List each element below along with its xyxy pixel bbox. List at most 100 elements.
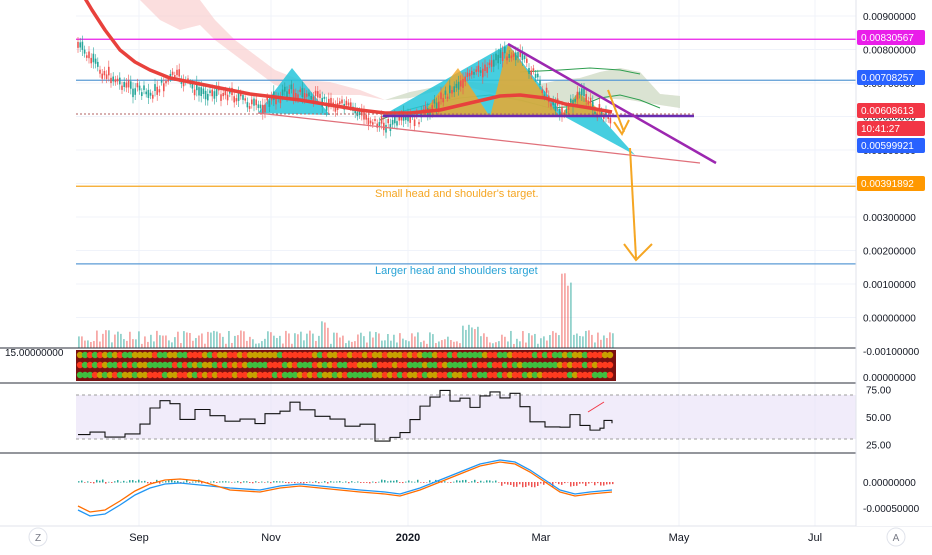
candle xyxy=(224,91,227,96)
volume-bar xyxy=(186,332,188,348)
macd-bar xyxy=(600,482,602,486)
time-axis[interactable]: Sep Nov 2020 Mar May Jul xyxy=(129,532,822,544)
strip-dot xyxy=(156,361,164,369)
price-label: 0.00599921 xyxy=(857,138,925,153)
price-label-text: 0.00608613 xyxy=(861,106,914,117)
strip-dot xyxy=(571,351,579,359)
volume-bar xyxy=(363,336,365,348)
rsi-band xyxy=(76,395,856,439)
macd-bar xyxy=(216,482,218,483)
macd-bar xyxy=(300,482,302,484)
strip-dot xyxy=(551,371,559,379)
strip-dot xyxy=(496,371,504,379)
volume-bar xyxy=(294,333,296,348)
macd-bar xyxy=(264,482,266,483)
strip-dot xyxy=(326,361,334,369)
macd-bar xyxy=(282,481,284,483)
candle xyxy=(281,89,284,96)
rsi-tick-label: 75.00 xyxy=(866,386,891,397)
macd-bar xyxy=(225,481,227,483)
macd-bar xyxy=(105,482,107,484)
volume-bar xyxy=(240,330,242,348)
strip-dot xyxy=(501,361,509,369)
candle xyxy=(288,89,290,94)
strip-dot xyxy=(256,371,264,379)
strip-dot xyxy=(381,351,389,359)
volume-bar xyxy=(153,341,155,348)
volume-bar xyxy=(600,339,602,348)
volume-bar xyxy=(504,336,506,348)
volume-bar xyxy=(333,332,335,348)
strip-dot xyxy=(436,361,444,369)
candle xyxy=(79,42,81,48)
strip-dot xyxy=(226,361,234,369)
candle xyxy=(523,55,526,59)
volume-bar xyxy=(612,333,614,348)
macd-bar xyxy=(348,482,350,484)
strip-dot xyxy=(501,371,509,379)
candle xyxy=(279,96,282,104)
macd-bar xyxy=(525,482,527,487)
strip-dot xyxy=(606,351,614,359)
candle xyxy=(178,69,180,77)
strip-dot xyxy=(346,361,354,369)
x-tick-label: May xyxy=(669,532,690,544)
strip-dot xyxy=(321,351,329,359)
strip-dot xyxy=(286,351,294,359)
strip-dot xyxy=(466,351,474,359)
candle xyxy=(552,100,554,106)
volume-bar xyxy=(273,335,275,348)
macd-bar xyxy=(291,482,293,483)
strip-dot xyxy=(231,371,239,379)
candle xyxy=(554,103,557,111)
volume-bar xyxy=(384,340,386,348)
candle xyxy=(209,90,211,94)
volume-bar xyxy=(510,330,512,348)
rsi-divergence-line xyxy=(587,401,605,413)
strip-dot xyxy=(231,361,239,369)
strip-dot xyxy=(76,351,84,359)
volume-bar xyxy=(564,273,566,348)
macd-bar xyxy=(240,482,242,484)
volume-bar xyxy=(561,273,563,348)
auto-scale-right-button[interactable] xyxy=(886,527,906,547)
strip-dot xyxy=(111,371,119,379)
strip-dot xyxy=(281,361,289,369)
strip-dot xyxy=(571,361,579,369)
auto-scale-left-button[interactable] xyxy=(28,527,48,547)
strip-dot xyxy=(346,351,354,359)
volume-bar xyxy=(135,339,137,348)
macd-bar xyxy=(330,481,332,483)
volume-bar xyxy=(132,339,134,348)
strip-dot xyxy=(146,371,154,379)
strip-dot xyxy=(401,361,409,369)
strip-dot xyxy=(561,361,569,369)
candle xyxy=(253,98,255,106)
macd-bar xyxy=(207,482,209,483)
volume-bar xyxy=(324,322,326,348)
strip-dot xyxy=(316,361,324,369)
macd-bar xyxy=(147,482,149,484)
strip-dot xyxy=(481,361,489,369)
strip-dot xyxy=(321,371,329,379)
macd-bar xyxy=(96,479,98,483)
strip-dot xyxy=(446,371,454,379)
volume-bar xyxy=(552,331,554,348)
strip-dot xyxy=(511,361,519,369)
strip-dot xyxy=(281,351,289,359)
macd-bar xyxy=(531,482,533,488)
candle xyxy=(488,62,491,66)
strip-dot xyxy=(106,351,114,359)
macd-bar xyxy=(558,482,560,485)
candle xyxy=(330,97,332,105)
strip-dot xyxy=(341,351,349,359)
volume-bar xyxy=(420,342,422,348)
strip-dot xyxy=(281,371,289,379)
volume-bar xyxy=(114,334,116,348)
candle xyxy=(176,69,178,76)
macd-bar xyxy=(114,481,116,483)
strip-dot xyxy=(566,371,574,379)
price-axis[interactable] xyxy=(856,0,932,526)
